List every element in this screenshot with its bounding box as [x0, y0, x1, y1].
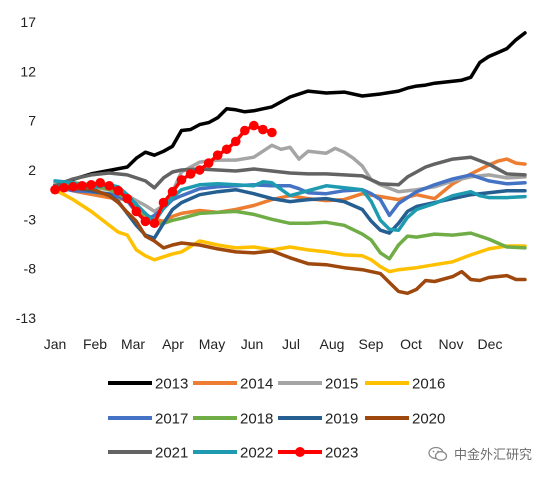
legend-label-2013: 2013 — [155, 376, 188, 393]
legend: 2013 2014 2015 2016 2017 2018 2019 2020 2021 2022… — [108, 376, 445, 462]
legend-label-2023: 2023 — [325, 445, 358, 462]
series-point-2023 — [122, 193, 133, 204]
x-tick-label: Jun — [241, 336, 264, 352]
y-tick-label: 2 — [28, 162, 36, 178]
x-tick-label: Jan — [44, 336, 67, 352]
legend-label-2018: 2018 — [240, 411, 273, 428]
y-tick-label: 17 — [20, 14, 36, 30]
series-lines — [50, 31, 527, 296]
y-tick-label: -8 — [24, 261, 37, 277]
series-point-2023 — [104, 180, 115, 191]
x-tick-label: Aug — [320, 336, 345, 352]
series-point-2023 — [176, 175, 187, 185]
series-line-2013 — [53, 31, 527, 187]
watermark: 中金外汇研究 — [428, 444, 532, 463]
wechat-icon — [428, 446, 448, 461]
series-point-2023 — [95, 178, 105, 188]
x-tick-label: Feb — [83, 336, 107, 352]
x-tick-label: Jul — [282, 336, 300, 352]
y-tick-label: -3 — [24, 211, 37, 227]
series-point-2023 — [194, 165, 205, 175]
x-tick-label: Nov — [439, 336, 464, 352]
series-point-2023 — [77, 180, 87, 191]
x-tick-label: Apr — [162, 336, 184, 352]
series-point-2023 — [249, 120, 259, 131]
x-tick-label: Oct — [400, 336, 422, 352]
legend-label-2016: 2016 — [412, 376, 445, 393]
series-point-2023 — [140, 216, 151, 227]
legend-label-2015: 2015 — [325, 376, 358, 393]
series-point-2023 — [167, 186, 178, 197]
legend-label-2017: 2017 — [155, 411, 188, 428]
legend-label-2022: 2022 — [240, 445, 273, 462]
series-point-2023 — [68, 181, 78, 192]
series-point-2023 — [149, 218, 160, 229]
legend-label-2020: 2020 — [412, 411, 445, 428]
series-point-2023 — [203, 158, 214, 168]
series-point-2023 — [240, 125, 250, 136]
y-tick-label: -13 — [16, 310, 36, 326]
series-point-2023 — [258, 124, 268, 135]
series-point-2023 — [185, 169, 196, 179]
y-axis-ticks: 17 12 7 2 -3 -8 -13 — [16, 14, 36, 326]
series-point-2023 — [59, 182, 69, 193]
x-tick-label: Mar — [121, 336, 145, 352]
x-tick-label: Dec — [478, 336, 503, 352]
series-point-2023 — [221, 144, 232, 155]
series-line-2020 — [53, 186, 527, 296]
y-tick-label: 7 — [28, 113, 36, 129]
series-point-2023 — [113, 185, 124, 196]
x-tick-label: Sep — [359, 336, 384, 352]
y-tick-label: 12 — [20, 63, 36, 79]
series-point-2023 — [131, 206, 142, 217]
series-point-2023 — [230, 136, 241, 147]
x-tick-label: May — [199, 336, 225, 352]
series-point-2023 — [212, 150, 223, 160]
legend-label-2014: 2014 — [240, 376, 273, 393]
series-point-2023 — [158, 197, 169, 208]
legend-label-2019: 2019 — [325, 411, 358, 428]
series-point-2023 — [86, 180, 96, 190]
series-point-2023 — [50, 184, 60, 195]
x-axis-ticks: Jan Feb Mar Apr May Jun Jul Aug Sep Oct Nov Dec — [44, 336, 503, 352]
series-line-2019 — [53, 184, 527, 240]
series-point-2023 — [267, 127, 277, 138]
legend-marker-2023 — [295, 447, 305, 457]
series-line-2022 — [53, 179, 527, 232]
watermark-text: 中金外汇研究 — [454, 448, 533, 463]
legend-label-2021: 2021 — [155, 445, 188, 462]
series-line-2021 — [53, 155, 527, 190]
